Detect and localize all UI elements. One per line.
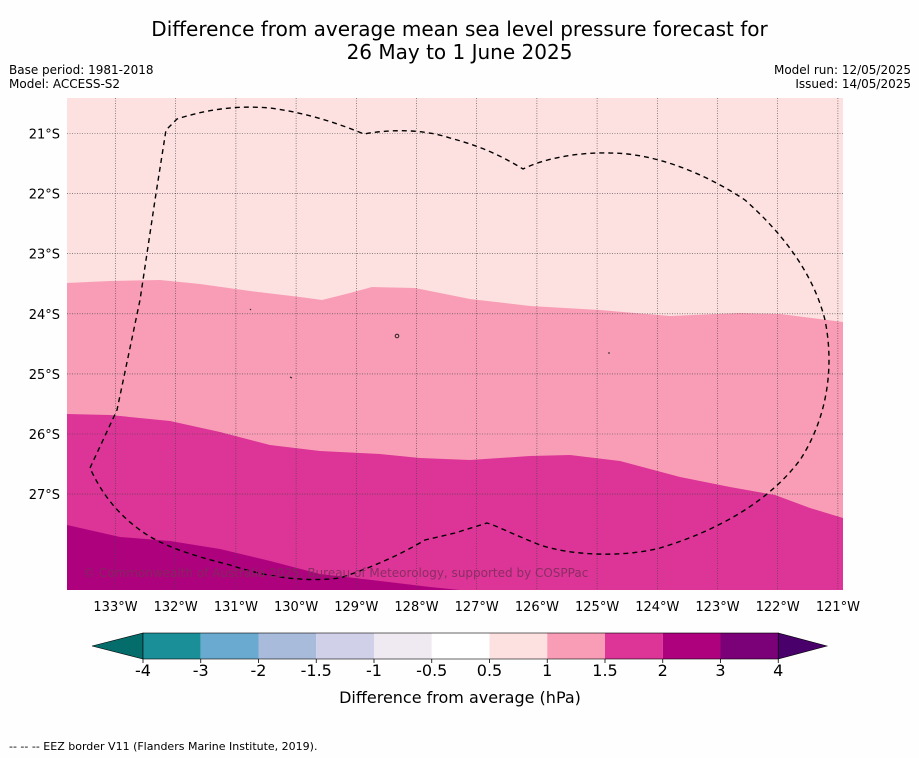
small-contour-marks	[249, 308, 610, 379]
colorbar-tick-label: 2	[658, 661, 668, 680]
latitude-label: 21°S	[29, 128, 60, 143]
colorbar-tick-label: 1.5	[592, 661, 617, 680]
latitude-label: 26°S	[29, 428, 60, 443]
longitude-label: 127°W	[455, 600, 499, 615]
latitude-labels: 21°S 22°S 23°S 24°S 25°S 26°S 27°S	[29, 128, 60, 504]
colorbar: -4 -3 -2 -1.5 -1 -0.5 0.5 1 1.5 2 3 4	[91, 632, 829, 680]
longitude-label: 121°W	[816, 600, 860, 615]
longitude-label: 126°W	[515, 600, 559, 615]
colorbar-high-extend	[777, 632, 829, 660]
colorbar-swatch	[489, 633, 548, 659]
colorbar-swatch	[374, 633, 432, 659]
map-title: Difference from average mean sea level p…	[0, 18, 919, 64]
colorbar-swatch	[605, 633, 663, 659]
longitude-label: 123°W	[695, 600, 739, 615]
colorbar-swatch	[143, 633, 201, 659]
latitude-label: 23°S	[29, 248, 60, 263]
colorbar-swatch	[662, 633, 721, 659]
latitude-label: 24°S	[29, 308, 60, 323]
colorbar-low-extend	[91, 632, 144, 660]
copyright-notice: © Commonwealth of Australia 2025, Bureau…	[83, 566, 588, 580]
colorbar-tick-label: -2	[251, 661, 267, 680]
latitude-label: 22°S	[29, 188, 60, 203]
longitude-label: 132°W	[154, 600, 198, 615]
colorbar-swatch	[316, 633, 374, 659]
colorbar-tick-label: -0.5	[416, 661, 447, 680]
anomaly-band-1.5-2	[67, 414, 843, 590]
model-run: Model run: 12/05/2025	[773, 63, 911, 77]
anomaly-band-2-3	[67, 525, 460, 590]
model-name: Model: ACCESS-S2	[9, 77, 121, 91]
colorbar-swatch	[258, 633, 317, 659]
colorbar-tick-label: 3	[715, 661, 725, 680]
colorbar-swatch	[547, 633, 605, 659]
longitude-label: 133°W	[93, 600, 137, 615]
forecast-map: © Commonwealth of Australia 2025, Bureau…	[29, 98, 860, 707]
longitude-label: 131°W	[214, 600, 258, 615]
latitude-label: 27°S	[29, 488, 60, 503]
longitude-label: 130°W	[274, 600, 318, 615]
longitude-labels: 133°W 132°W 131°W 130°W 129°W 128°W 127°W 126°W…	[93, 600, 860, 615]
graticule	[67, 98, 843, 590]
latitude-label: 25°S	[29, 368, 60, 383]
meta-left: Base period: 1981-2018 Model: ACCESS-S2	[9, 63, 154, 91]
title-line-2: 26 May to 1 June 2025	[346, 40, 573, 64]
longitude-label: 124°W	[635, 600, 679, 615]
eez-border	[89, 106, 830, 581]
colorbar-swatch	[720, 633, 779, 659]
colorbar-swatch	[200, 633, 259, 659]
colorbar-tick-label: -4	[135, 661, 151, 680]
longitude-label: 122°W	[756, 600, 800, 615]
meta-right: Model run: 12/05/2025 Issued: 14/05/2025	[774, 63, 911, 91]
longitude-label: 129°W	[334, 600, 378, 615]
map-area	[67, 98, 843, 590]
colorbar-label: Difference from average (hPa)	[339, 688, 581, 707]
colorbar-tick-label: 1	[542, 661, 552, 680]
colorbar-tick-label: -1	[366, 661, 382, 680]
title-line-1: Difference from average mean sea level p…	[151, 17, 768, 41]
colorbar-tick-label: -3	[193, 661, 209, 680]
base-period: Base period: 1981-2018	[9, 63, 154, 77]
issued-date: Issued: 14/05/2025	[795, 77, 911, 91]
eez-footnote: -- -- -- EEZ border V11 (Flanders Marine…	[9, 740, 318, 753]
colorbar-frame	[142, 632, 779, 660]
longitude-label: 125°W	[575, 600, 619, 615]
colorbar-swatch	[431, 633, 490, 659]
colorbar-tick-label: 0.5	[477, 661, 502, 680]
colorbar-tick-label: 4	[773, 661, 783, 680]
colorbar-tick-label: -1.5	[301, 661, 332, 680]
longitude-label: 128°W	[394, 600, 438, 615]
